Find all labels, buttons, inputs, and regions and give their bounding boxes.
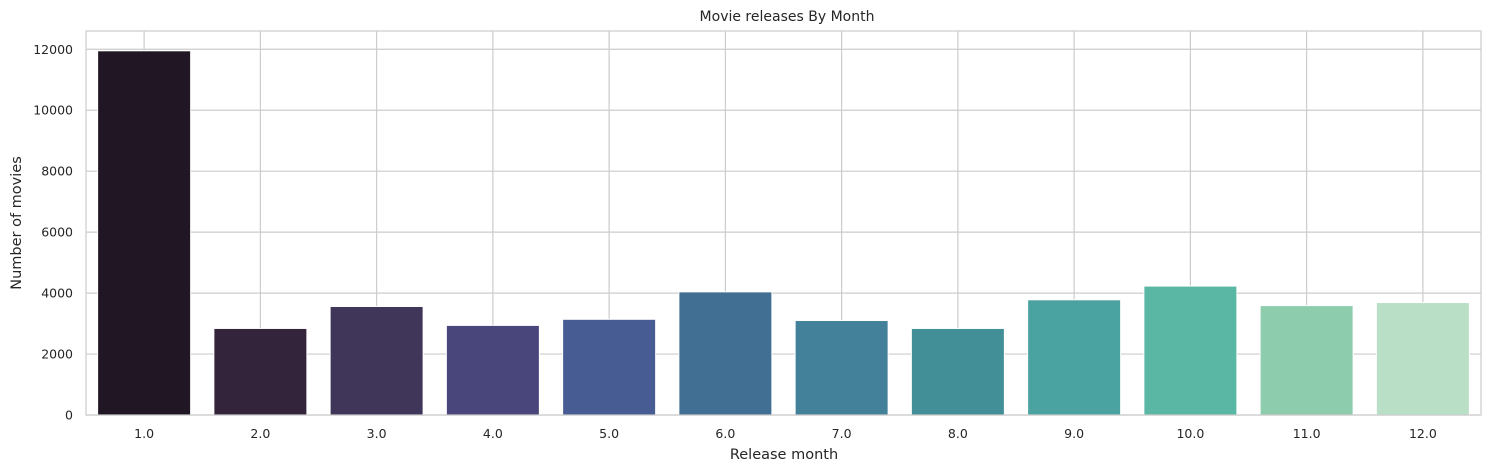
y-axis-label: Number of movies: [9, 156, 25, 290]
x-tick-label: 7.0: [832, 426, 852, 441]
x-tick-label: 5.0: [599, 426, 619, 441]
x-tick-label: 6.0: [715, 426, 735, 441]
x-tick-label: 2.0: [250, 426, 270, 441]
x-tick-labels: 1.0 2.0 3.0 4.0 5.0 6.0 7.0 8.0 9.0 10.0 11.0 12.0: [134, 426, 1437, 441]
bar-6.0: [678, 291, 773, 416]
x-tick-label: 1.0: [134, 426, 154, 441]
bar-5.0: [562, 318, 657, 416]
y-tick-label: 12000: [33, 42, 73, 57]
y-tick-label: 2000: [41, 347, 73, 362]
x-tick-label: 10.0: [1176, 426, 1204, 441]
bar-4.0: [445, 324, 540, 416]
bar-9.0: [1027, 299, 1122, 416]
x-tick-label: 4.0: [483, 426, 503, 441]
y-tick-label: 0: [65, 408, 73, 423]
bar-7.0: [794, 320, 889, 416]
bar-8.0: [910, 327, 1005, 416]
x-tick-label: 3.0: [367, 426, 387, 441]
bar-3.0: [329, 306, 424, 416]
y-tick-label: 6000: [41, 225, 73, 240]
x-tick-label: 9.0: [1064, 426, 1084, 441]
y-tick-label: 8000: [41, 164, 73, 179]
bars: [97, 50, 1470, 416]
plot-frame: [85, 30, 1482, 416]
y-tick-labels: 0 2000 4000 6000 8000 10000 12000: [33, 42, 73, 423]
x-axis-label: Release month: [730, 447, 838, 463]
bar-1.0: [97, 50, 192, 416]
x-tick-label: 12.0: [1409, 426, 1437, 441]
chart-title: Movie releases By Month: [700, 9, 875, 25]
y-tick-label: 4000: [41, 286, 73, 301]
bar-12.0: [1375, 302, 1470, 416]
x-tick-label: 11.0: [1293, 426, 1321, 441]
x-tick-label: 8.0: [948, 426, 968, 441]
bar-10.0: [1143, 285, 1238, 416]
bar-11.0: [1259, 305, 1354, 416]
y-tick-label: 10000: [33, 103, 73, 118]
bar-2.0: [213, 327, 308, 416]
